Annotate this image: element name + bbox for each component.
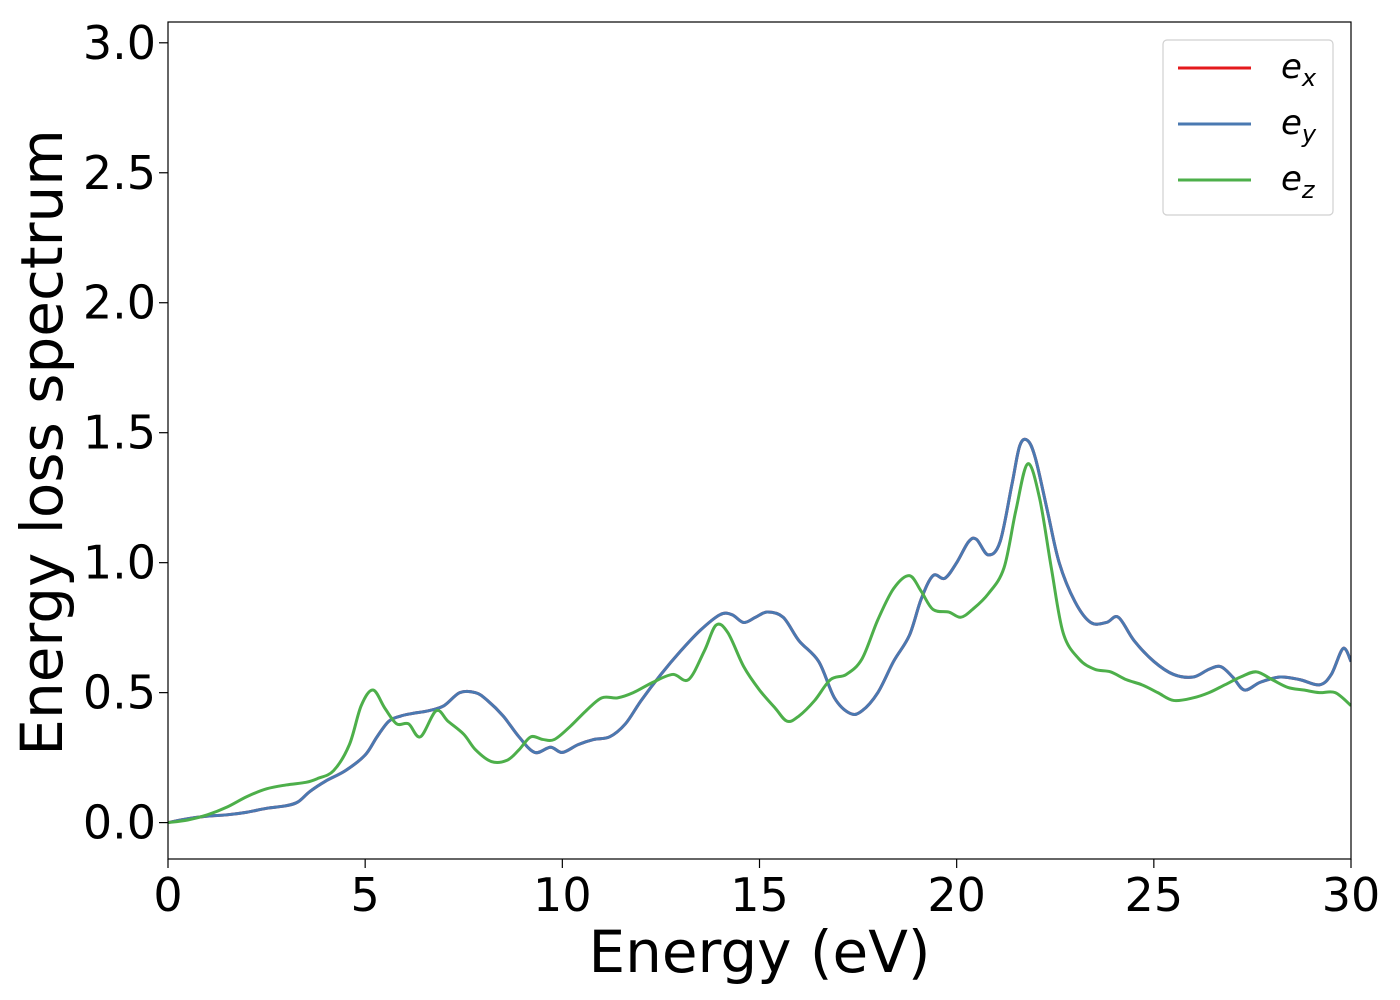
y-tick-label: 3.0 bbox=[83, 16, 156, 70]
y-tick-label: 0.5 bbox=[83, 666, 156, 720]
y-axis-title: Energy loss spectrum bbox=[8, 129, 76, 755]
series-layer bbox=[168, 437, 1351, 825]
legend: ex ey ez bbox=[1162, 39, 1334, 216]
x-tick-label: 25 bbox=[1125, 868, 1184, 922]
y-tick-label: 2.0 bbox=[83, 276, 156, 330]
y-tick-label: 1.5 bbox=[83, 406, 156, 460]
x-tick-label: 0 bbox=[153, 868, 182, 922]
x-tick-label: 10 bbox=[533, 868, 592, 922]
legend-label: ey bbox=[1281, 103, 1317, 148]
legend-label: ez bbox=[1281, 159, 1316, 204]
x-axis-title: Energy (eV) bbox=[588, 918, 930, 986]
x-tick-label: 5 bbox=[351, 868, 380, 922]
legend-item-y: ey bbox=[1178, 103, 1317, 148]
legend-box bbox=[1162, 39, 1334, 216]
legend-item-x: ex bbox=[1178, 47, 1317, 92]
x-axis: 0 5 10 15 20 25 30 bbox=[153, 859, 1380, 922]
legend-item-z: ez bbox=[1178, 159, 1316, 204]
x-tick-label: 30 bbox=[1322, 868, 1381, 922]
x-tick-label: 20 bbox=[927, 868, 986, 922]
legend-label: ex bbox=[1281, 47, 1317, 92]
y-tick-label: 2.5 bbox=[83, 146, 156, 200]
x-tick-label: 15 bbox=[730, 868, 789, 922]
y-tick-label: 1.0 bbox=[83, 536, 156, 590]
series-line-z bbox=[168, 462, 1351, 825]
y-axis: 0.0 0.5 1.0 1.5 2.0 2.5 3.0 bbox=[83, 16, 168, 850]
y-tick-label: 0.0 bbox=[83, 796, 156, 850]
